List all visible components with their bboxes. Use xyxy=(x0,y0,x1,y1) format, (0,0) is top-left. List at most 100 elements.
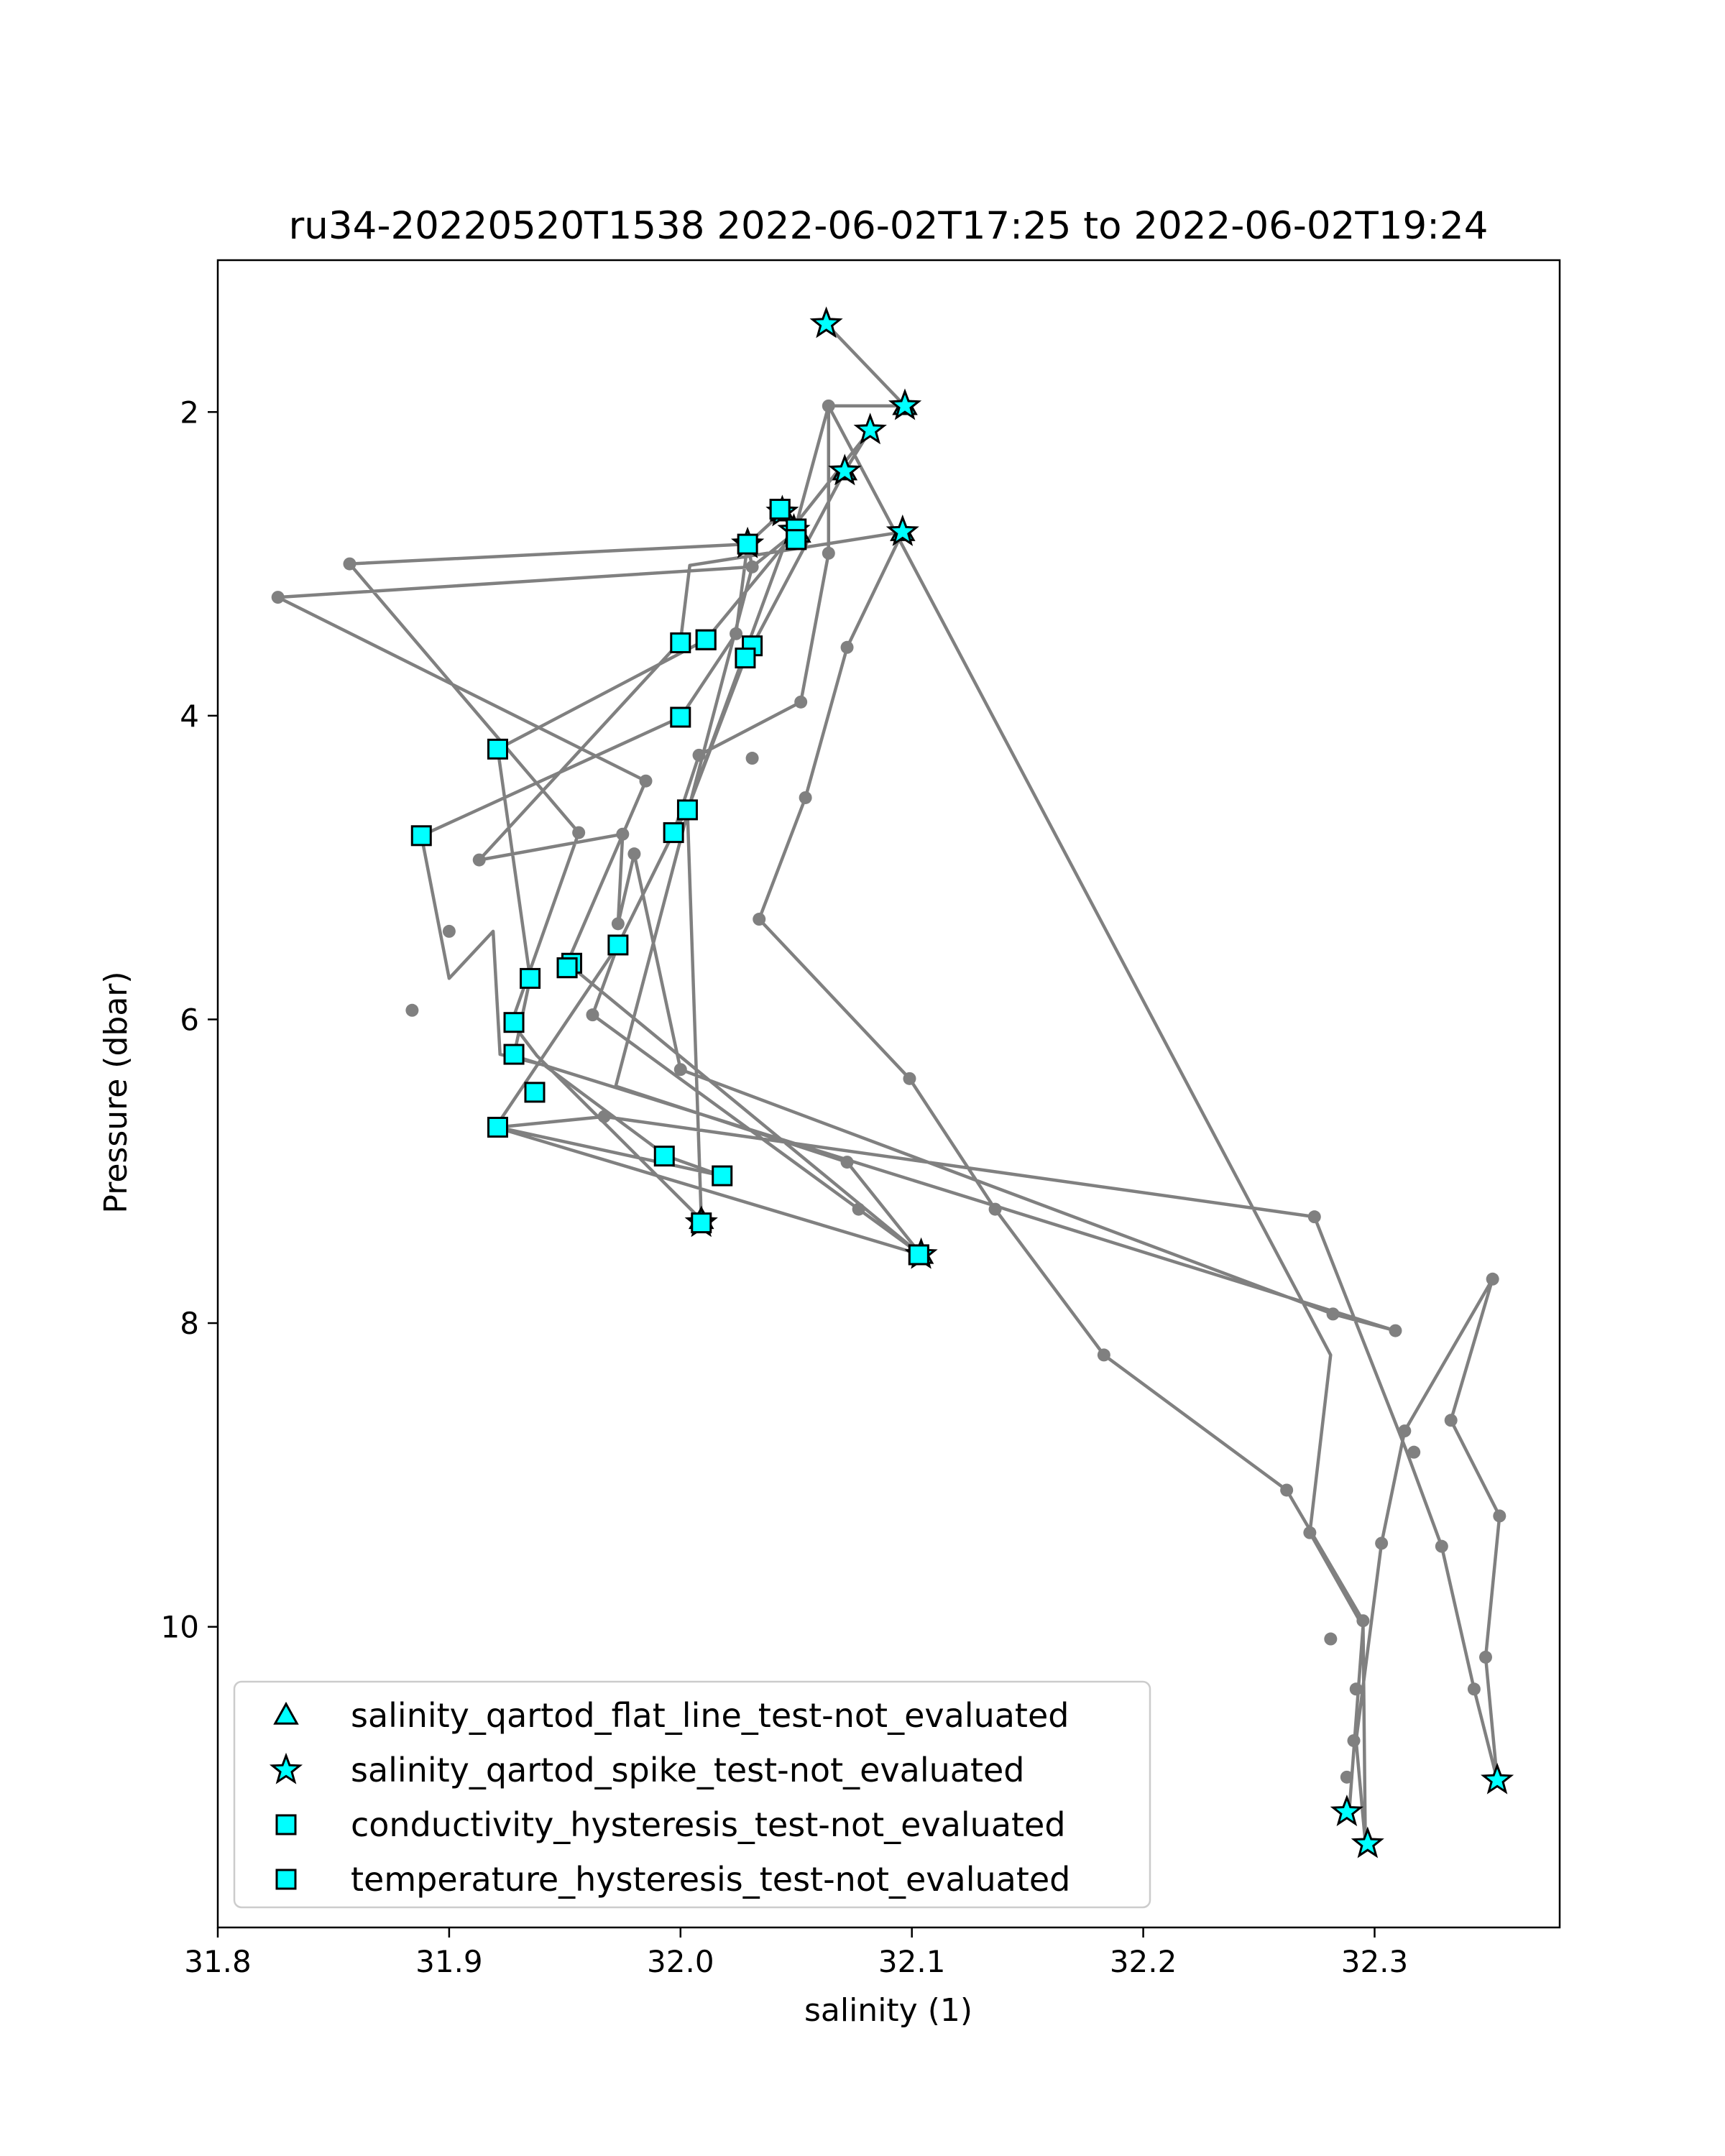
profile-point xyxy=(1340,1770,1353,1784)
y-tick-label: 4 xyxy=(180,699,199,734)
square-marker xyxy=(607,934,629,956)
legend: salinity_qartod_flat_line_test-not_evalu… xyxy=(233,1680,1151,1909)
profile-point xyxy=(822,546,835,560)
star-marker xyxy=(1481,1762,1514,1795)
profile-point xyxy=(611,917,625,931)
square-marker xyxy=(503,1012,525,1033)
profile-point xyxy=(442,924,456,938)
square-marker xyxy=(695,629,717,650)
profile-point xyxy=(1280,1483,1294,1497)
x-axis-ticks: 31.8 31.9 32.0 32.1 32.2 32.3 xyxy=(184,1927,1408,1979)
legend-entry: salinity_qartod_flat_line_test-not_evalu… xyxy=(273,1696,1069,1735)
profile-point xyxy=(794,695,808,709)
square-marker xyxy=(520,967,541,989)
square-marker xyxy=(503,1044,525,1065)
profile-point xyxy=(1389,1324,1402,1337)
legend-square-icon xyxy=(275,1814,297,1835)
legend-square-icon xyxy=(275,1869,297,1890)
profile-point xyxy=(627,847,641,861)
profile-point xyxy=(840,640,854,654)
profile-point xyxy=(745,752,759,765)
legend-label: conductivity_hysteresis_test-not_evaluat… xyxy=(351,1805,1066,1844)
profile-line xyxy=(276,323,1501,1844)
x-tick-label: 32.3 xyxy=(1341,1944,1409,1979)
x-tick-label: 31.8 xyxy=(184,1944,252,1979)
profile-point xyxy=(745,560,759,573)
legend-label: temperature_hysteresis_test-not_evaluate… xyxy=(351,1860,1070,1899)
profile-point xyxy=(730,627,743,640)
plot-area xyxy=(271,306,1514,1858)
axes-frame xyxy=(216,259,1561,1929)
profile-point xyxy=(1349,1682,1363,1696)
star-marker xyxy=(888,388,922,420)
square-marker xyxy=(487,738,508,760)
profile-point xyxy=(572,826,586,839)
legend-box xyxy=(233,1680,1151,1909)
profile-point xyxy=(1375,1537,1389,1550)
square-marker xyxy=(769,499,791,520)
profile-point xyxy=(1303,1526,1317,1539)
square-marker xyxy=(737,533,758,555)
profile-point xyxy=(1097,1348,1110,1362)
profile-point xyxy=(903,1072,916,1085)
profile-point xyxy=(692,748,706,762)
legend-label: salinity_qartod_spike_test-not_evaluated xyxy=(351,1751,1024,1789)
y-tick-label: 2 xyxy=(180,395,199,430)
profile-dot-layer xyxy=(271,399,1506,1784)
x-tick-label: 31.9 xyxy=(415,1944,483,1979)
star-marker xyxy=(1330,1795,1363,1827)
square-marker xyxy=(410,825,432,847)
y-axis-label: Pressure (dbar) xyxy=(98,971,134,1213)
profile-point xyxy=(1307,1210,1321,1224)
square-marker xyxy=(663,822,684,844)
legend-triangle-icon xyxy=(273,1701,299,1725)
square-marker xyxy=(670,632,691,653)
profile-point xyxy=(405,1003,419,1017)
profile-point xyxy=(343,557,356,571)
legend-star-icon xyxy=(269,1752,303,1784)
profile-point xyxy=(1407,1445,1421,1459)
chart-title: ru34-20220520T1538 2022-06-02T17:25 to 2… xyxy=(289,204,1489,248)
profile-point xyxy=(988,1202,1002,1216)
profile-point xyxy=(1324,1632,1338,1646)
square-marker xyxy=(908,1244,929,1266)
square-marker xyxy=(556,957,578,979)
profile-point xyxy=(1444,1414,1458,1427)
square-marker xyxy=(487,1116,508,1138)
profile-line-layer xyxy=(276,323,1501,1844)
profile-point xyxy=(822,399,835,413)
legend-entry: salinity_qartod_spike_test-not_evaluated xyxy=(269,1751,1024,1789)
star-marker xyxy=(809,306,843,338)
profile-point xyxy=(271,591,285,604)
profile-point xyxy=(753,913,766,926)
profile-point xyxy=(1347,1734,1361,1748)
series-2 xyxy=(684,306,1514,1858)
profile-point xyxy=(472,853,486,867)
square-marker xyxy=(524,1082,546,1103)
square-marker xyxy=(691,1212,712,1234)
profile-point xyxy=(586,1008,599,1022)
profile-point xyxy=(1493,1509,1506,1523)
profile-point xyxy=(1326,1307,1340,1321)
profile-point xyxy=(1356,1614,1370,1628)
profile-point xyxy=(852,1202,865,1216)
y-tick-label: 8 xyxy=(180,1306,199,1341)
square-marker xyxy=(676,799,698,821)
square-marker xyxy=(653,1146,675,1167)
profile-point xyxy=(597,1110,611,1123)
profile-point xyxy=(616,827,630,841)
series-4 xyxy=(556,499,929,1266)
profile-point xyxy=(1478,1650,1492,1664)
profile-point xyxy=(840,1156,854,1169)
y-tick-label: 6 xyxy=(180,1002,199,1037)
profile-point xyxy=(1435,1539,1448,1553)
legend-entry: conductivity_hysteresis_test-not_evaluat… xyxy=(275,1805,1066,1844)
profile-point xyxy=(1486,1272,1499,1286)
profile-point xyxy=(673,1063,687,1077)
square-marker xyxy=(712,1165,733,1187)
y-tick-label: 10 xyxy=(161,1610,199,1645)
profile-point xyxy=(1398,1424,1412,1438)
x-tick-label: 32.2 xyxy=(1110,1944,1177,1979)
legend-entry: temperature_hysteresis_test-not_evaluate… xyxy=(275,1860,1070,1899)
